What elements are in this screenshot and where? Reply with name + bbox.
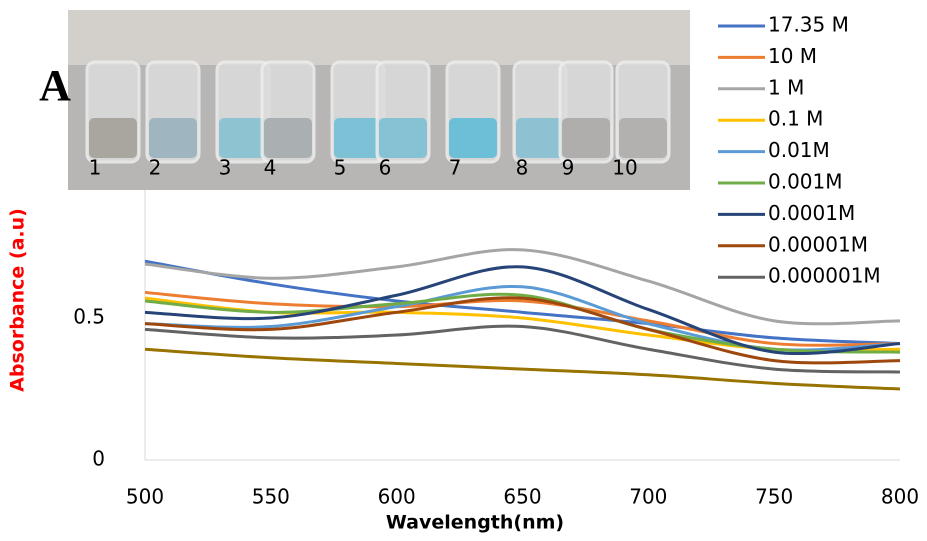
legend-label: 1 M [768,75,804,99]
x-tick-label: 800 [881,485,919,509]
vial-label: 10 [612,156,637,180]
legend-label: 0.001M [768,170,843,194]
y-tick-label: 0.5 [73,305,105,329]
legend-label: 17.35 M [768,13,849,37]
vial-liquid [516,118,564,158]
vial-label: 6 [379,156,392,180]
vial-label: 2 [149,156,162,180]
chart: 00.51 A Wavelength(nm) Absorbance (a.u) … [0,0,927,541]
legend-label: 0.01M [768,138,830,162]
vial-liquid [449,118,497,158]
vial-label: 1 [89,156,102,180]
vial-liquid [562,118,610,158]
legend-label: 10 M [768,44,817,68]
vial-label: 4 [264,156,277,180]
vial-label: 8 [516,156,529,180]
vial-liquid [264,118,312,158]
x-tick-label: 700 [629,485,667,509]
x-tick-label: 750 [755,485,793,509]
legend-label: 0.1 M [768,107,823,131]
vial-liquid [219,118,267,158]
legend-label: 0.0001M [768,201,855,225]
legend-label: 0.000001M [768,264,881,288]
vial-liquid [379,118,427,158]
y-tick-label: 0 [92,447,105,471]
x-tick-label: 500 [126,485,164,509]
series-line [145,298,900,350]
x-axis-title: Wavelength(nm) [386,512,564,534]
vial-label: 3 [219,156,232,180]
x-tick-label: 550 [252,485,290,509]
vial-label: 5 [334,156,347,180]
vial-label: 9 [562,156,575,180]
y-axis-title: Absorbance (a.u) [7,208,29,392]
legend-label: 0.00001M [768,232,868,256]
vial-liquid [334,118,382,158]
vial-liquid [89,118,137,158]
vial-liquid [619,118,667,158]
vial-label: 7 [449,156,462,180]
vials [87,62,669,162]
panel-label: A [39,61,71,110]
x-tick-label: 600 [378,485,416,509]
x-tick-label: 650 [503,485,541,509]
vial-liquid [149,118,197,158]
photo-wall [68,10,690,65]
legend: 17.35 M 10 M 1 M 0.1 M 0.01M 0.001M 0.0001M 0.0… [718,13,881,288]
